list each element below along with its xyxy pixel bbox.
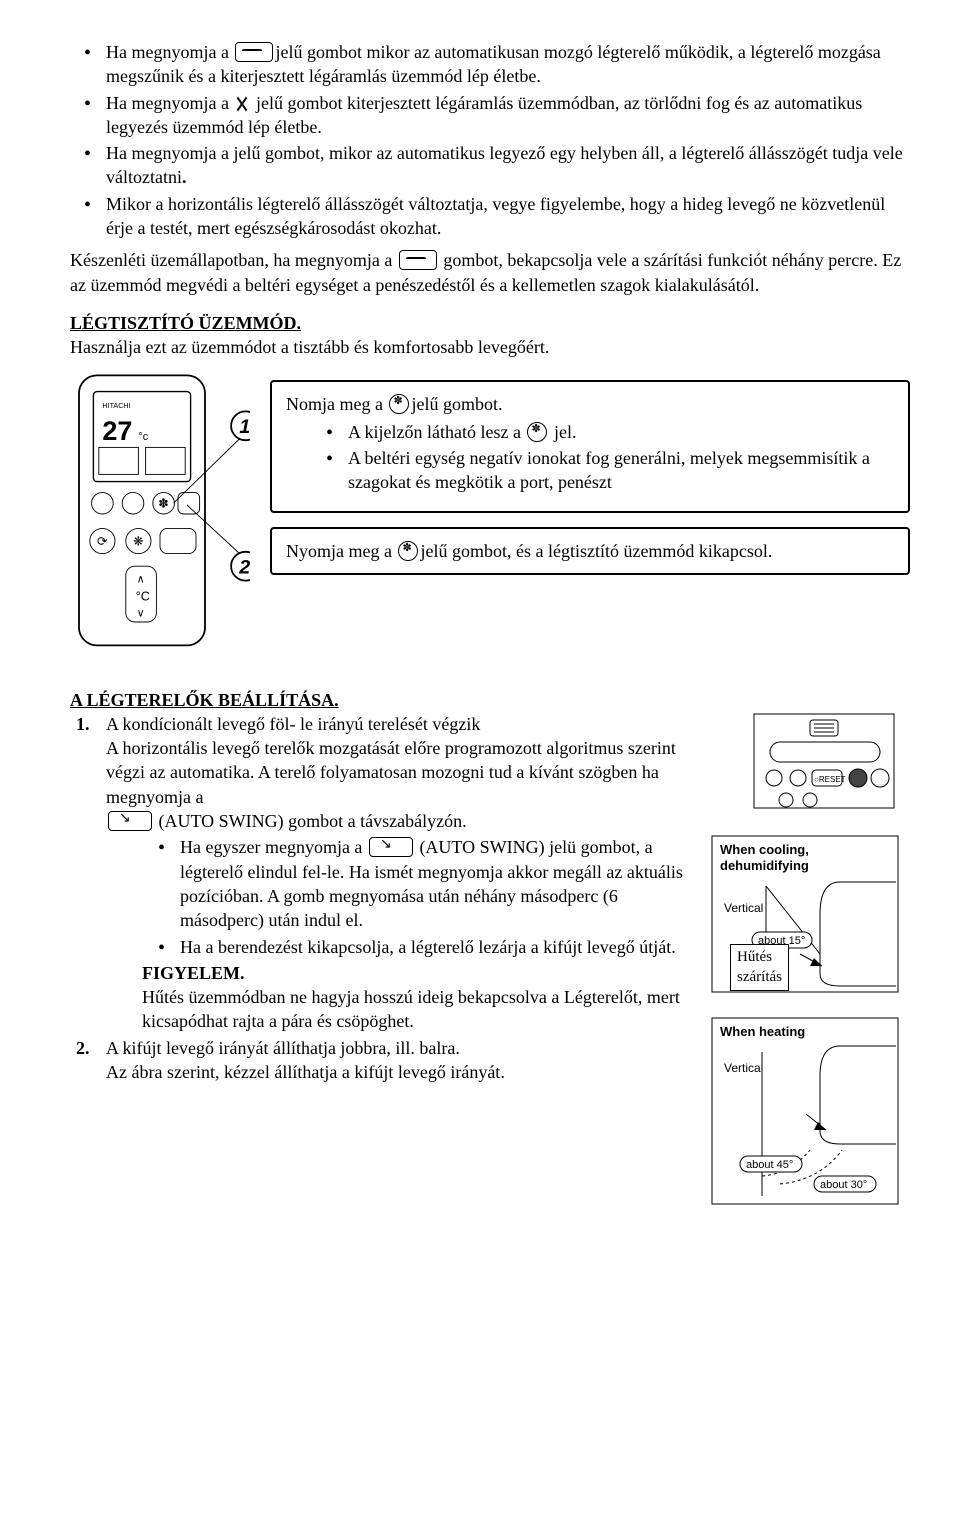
swing-button-icon — [399, 250, 437, 270]
text: gombot a távszabályzón. — [288, 811, 466, 831]
louver-item-2: 2. A kifújt levegő irányát állíthatja jo… — [70, 1036, 694, 1085]
swing-button-icon — [235, 42, 273, 62]
cancel-icon — [235, 97, 249, 111]
text: A kifújt levegő irányát állíthatja jobbr… — [106, 1038, 460, 1058]
ion-icon — [527, 422, 547, 442]
svg-text:dehumidifying: dehumidifying — [720, 858, 809, 873]
text: Ha megnyomja a — [106, 42, 233, 62]
svg-text:°c: °c — [138, 431, 148, 443]
text: (AUTO SWING) — [419, 837, 544, 857]
svg-text:∨: ∨ — [137, 607, 145, 619]
svg-text:⟳: ⟳ — [97, 534, 108, 548]
cooling-drying-label: Hűtésszárítás — [730, 944, 789, 991]
figyelem-block: FIGYELEM. Hűtés üzemmódban ne hagyja hos… — [70, 961, 694, 1034]
text: A beltéri egység negatív ionokat fog gen… — [348, 448, 870, 492]
info-box-1: Nomja meg a jelű gombot. A kijelzőn láth… — [270, 380, 910, 513]
svg-text:❋: ❋ — [133, 534, 144, 548]
auto-swing-button-icon — [369, 837, 413, 857]
list-item: Ha egyszer megnyomja a (AUTO SWING) jelü… — [70, 835, 694, 932]
top-bullet-list: Ha megnyomja a jelű gombot mikor az auto… — [70, 40, 910, 240]
svg-text:2: 2 — [238, 556, 250, 578]
air-clean-heading: LÉGTISZTÍTÓ ÜZEMMÓD. — [70, 311, 910, 335]
remote-brand-text: HITACHI — [102, 400, 130, 409]
louver-heading: A LÉGTERELŐK BEÁLLÍTÁSA. — [70, 688, 910, 712]
text: jel. — [549, 422, 576, 442]
list-item: Ha a berendezést kikapcsolja, a légterel… — [70, 935, 694, 959]
list-item: A beltéri egység negatív ionokat fog gen… — [286, 446, 894, 495]
item-number: 1. — [76, 712, 90, 736]
ion-icon — [398, 541, 418, 561]
louver-text-column: 1. A kondícionált levegő föl- le irányú … — [70, 712, 694, 1084]
text: Ha egyszer megnyomja a — [180, 837, 367, 857]
text: A kondícionált levegő föl- le irányú ter… — [106, 714, 480, 734]
list-item: Ha megnyomja a jelű gombot kiterjesztett… — [70, 91, 910, 140]
text: Mikor a horizontális légterelő állásszög… — [106, 194, 885, 238]
svg-text:✽: ✽ — [158, 496, 169, 510]
air-clean-subtitle: Használja ezt az üzemmódot a tisztább és… — [70, 335, 910, 359]
info-box-2: Nyomja meg a jelű gombot, és a légtisztí… — [270, 527, 910, 575]
svg-text:°C: °C — [136, 589, 150, 603]
svg-text:1: 1 — [239, 416, 250, 438]
text: Nyomja meg a — [286, 541, 396, 561]
standby-paragraph: Készenléti üzemállapotban, ha megnyomja … — [70, 248, 910, 297]
air-clean-row: HITACHI 27 °c ✽ ⟳ ❋ ∧ °C ∨ 1 2 No — [70, 370, 910, 658]
louver-sub-bullets: Ha egyszer megnyomja a (AUTO SWING) jelü… — [70, 835, 694, 958]
heating-figure: When heating Vertical about 45° about 30… — [710, 1016, 900, 1206]
text: jelű gombot. — [411, 394, 502, 414]
text: A horizontális levegő terelők mozgatását… — [106, 738, 676, 807]
text: Ha megnyomja a jelű gombot, mikor az aut… — [106, 143, 903, 187]
auto-swing-button-icon — [108, 811, 152, 831]
list-item: Ha megnyomja a jelű gombot mikor az auto… — [70, 40, 910, 89]
control-panel-illustration: ○RESET — [710, 712, 900, 812]
svg-text:When cooling,: When cooling, — [720, 842, 809, 857]
item-number: 2. — [76, 1036, 90, 1060]
svg-text:○RESET: ○RESET — [814, 775, 846, 784]
text: jelű gombot, és a légtisztító üzemmód ki… — [420, 541, 772, 561]
remote-control-illustration: HITACHI 27 °c ✽ ⟳ ❋ ∧ °C ∨ 1 2 — [70, 370, 250, 658]
text: Nomja meg a — [286, 394, 387, 414]
louver-row: 1. A kondícionált levegő föl- le irányú … — [70, 712, 910, 1229]
text: Ha a berendezést kikapcsolja, a légterel… — [180, 937, 676, 957]
text: (AUTO SWING) — [159, 811, 284, 831]
warning-label: FIGYELEM. — [142, 963, 245, 983]
text: Ha megnyomja a — [106, 93, 233, 113]
side-figures: ○RESET When cooling, dehumidifying Verti… — [710, 712, 910, 1229]
list-item: Mikor a horizontális légterelő állásszög… — [70, 192, 910, 241]
svg-text:about 30°: about 30° — [820, 1179, 867, 1191]
box1-bullets: A kijelzőn látható lesz a jel. A beltéri… — [286, 420, 894, 495]
text: Az ábra szerint, kézzel állíthatja a kif… — [106, 1062, 505, 1082]
text: . — [182, 167, 187, 187]
svg-text:about 45°: about 45° — [746, 1159, 793, 1171]
louver-item-1: 1. A kondícionált levegő föl- le irányú … — [70, 712, 694, 833]
svg-text:Vertical: Vertical — [724, 901, 763, 915]
svg-text:Vertical: Vertical — [724, 1061, 763, 1075]
text: A kijelzőn látható lesz a — [348, 422, 525, 442]
air-clean-boxes: Nomja meg a jelű gombot. A kijelzőn láth… — [270, 370, 910, 589]
ion-icon — [389, 394, 409, 414]
svg-text:∧: ∧ — [137, 573, 145, 585]
text: Készenléti üzemállapotban, ha megnyomja … — [70, 250, 397, 270]
svg-text:When heating: When heating — [720, 1024, 805, 1039]
text: Hűtés üzemmódban ne hagyja hosszú ideig … — [142, 987, 680, 1031]
svg-text:27: 27 — [102, 416, 132, 446]
text: Nomja meg a jelű gombot. — [286, 392, 894, 416]
list-item: A kijelzőn látható lesz a jel. — [286, 420, 894, 444]
list-item: Ha megnyomja a jelű gombot, mikor az aut… — [70, 141, 910, 190]
